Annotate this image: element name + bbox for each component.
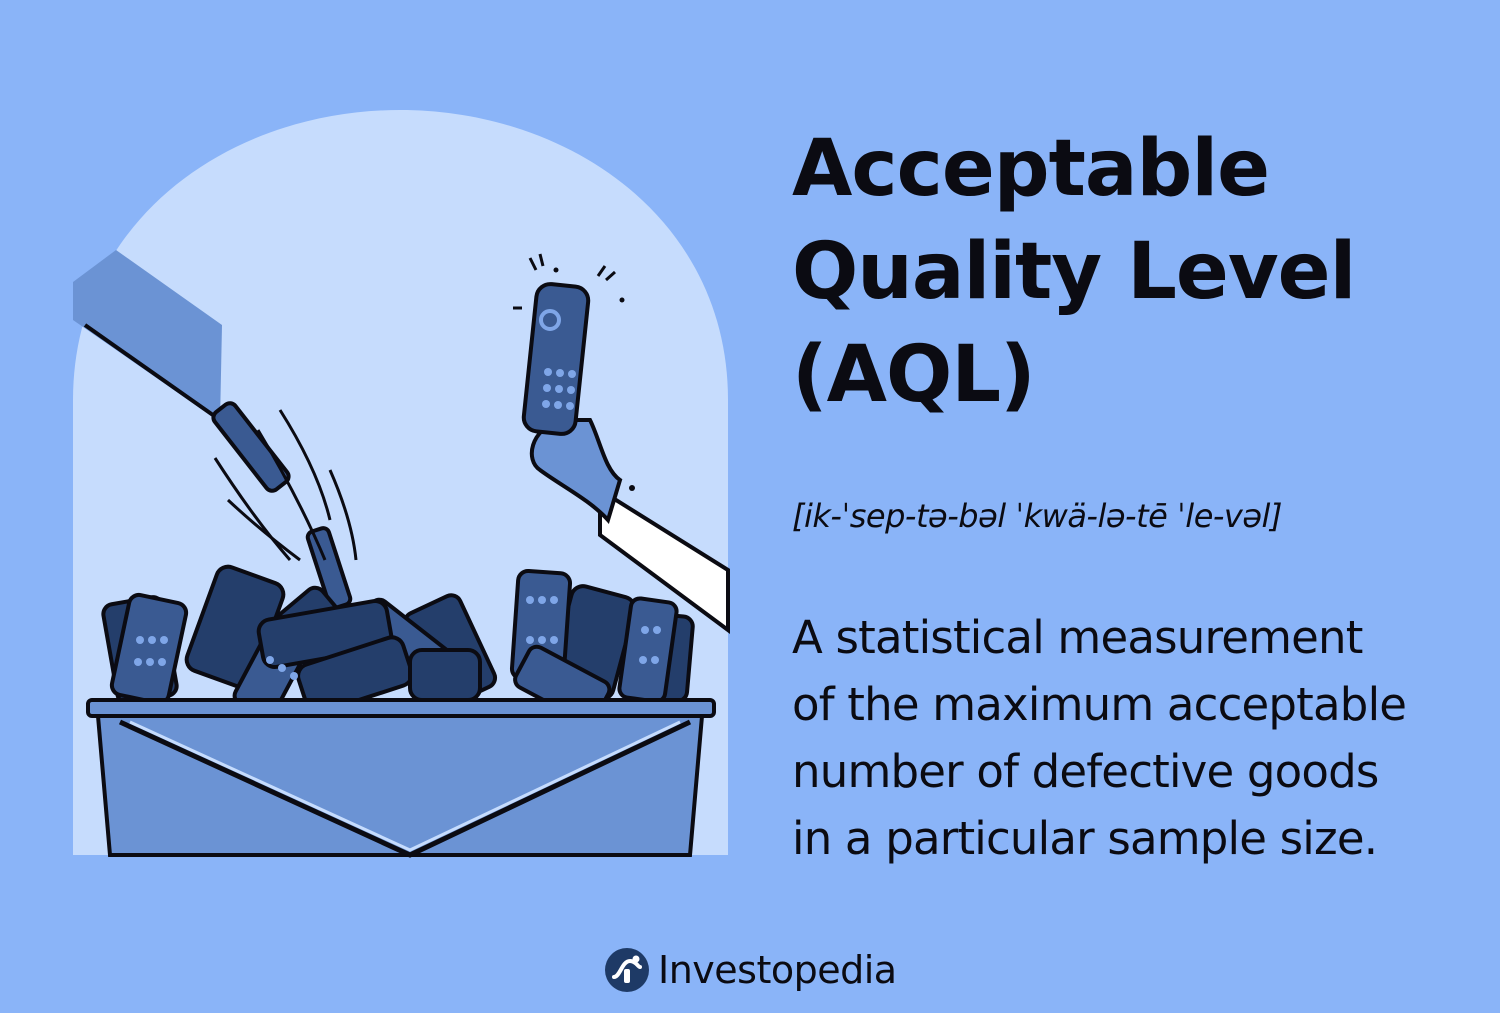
definition-line: number of defective goods (792, 745, 1379, 798)
aql-illustration (73, 110, 730, 858)
keypad-dots (134, 596, 661, 680)
definition-line: A statistical measurement (792, 611, 1363, 664)
pronunciation-text: [ik-ˈsep-tə-bəl ˈkwä-lə-tē ˈle-vəl] (792, 497, 1282, 535)
definition-line: in a particular sample size. (792, 812, 1378, 865)
definition-line: of the maximum acceptable (792, 678, 1407, 731)
bin-icon (86, 698, 716, 858)
page-title: Acceptable Quality Level (AQL) (792, 118, 1472, 427)
title-line: Quality Level (792, 227, 1356, 317)
brand-logo: Investopedia (604, 944, 897, 996)
definition-text: A statistical measurement of the maximum… (792, 604, 1492, 872)
title-line: Acceptable (792, 124, 1270, 214)
motion-lines (213, 409, 358, 562)
chute-icon (73, 250, 222, 422)
investopedia-logo-icon (605, 948, 649, 992)
hand-holding-remote-icon (513, 253, 730, 634)
brand-name: Investopedia (658, 948, 897, 992)
title-line: (AQL) (792, 330, 1036, 420)
